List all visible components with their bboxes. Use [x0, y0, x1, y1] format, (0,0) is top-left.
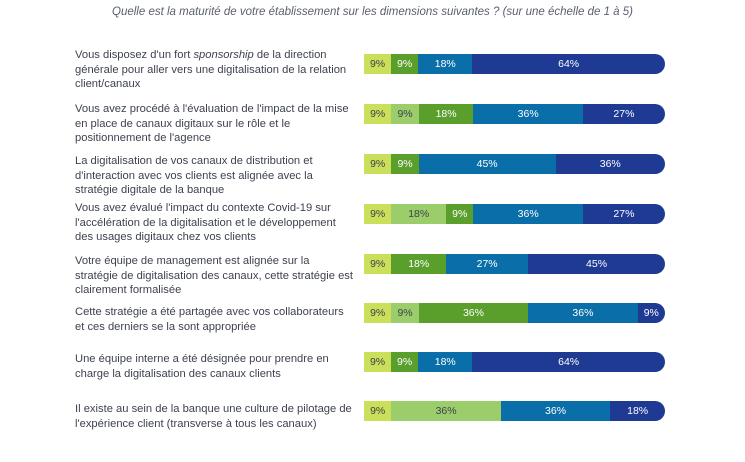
bar-segment: 64%	[472, 54, 665, 74]
bar-segment: 9%	[364, 104, 392, 124]
row-label-part: de la direction générale pour aller vers…	[75, 49, 347, 91]
bar-segment: 9%	[364, 254, 392, 274]
stacked-bar: 9% 9% 45% 36%	[364, 154, 665, 174]
bar-segment: 9%	[364, 204, 392, 224]
row-label-part: Il existe au sein de la banque une cultu…	[75, 403, 352, 430]
bar-segment: 36%	[473, 204, 583, 224]
row-label: Cette stratégie a été partagée avec vos …	[75, 305, 355, 334]
bar-segment: 18%	[610, 401, 665, 421]
bar-segment: 9%	[446, 204, 474, 224]
bar-segment: 45%	[418, 154, 556, 174]
bar-segment: 27%	[582, 104, 665, 124]
stacked-bar: 9% 9% 18% 64%	[364, 54, 665, 74]
row-label-part: Vous avez évalué l'impact du contexte Co…	[75, 202, 336, 244]
row-label-part: Vous disposez d'un fort	[75, 49, 194, 61]
row-label-part: Vous avez procédé à l'évaluation de l'im…	[75, 103, 349, 145]
row-label: Vous disposez d'un fort sponsorship de l…	[75, 48, 355, 92]
bar-segment: 9%	[364, 54, 392, 74]
stacked-bar: 9% 18% 27% 45%	[364, 254, 665, 274]
stacked-bar: 9% 9% 36% 36% 9%	[364, 303, 665, 323]
bar-segment: 9%	[391, 104, 419, 124]
bar-segment: 18%	[391, 204, 447, 224]
row-label: Vous avez évalué l'impact du contexte Co…	[75, 201, 355, 245]
stacked-bar: 9% 9% 18% 64%	[364, 352, 665, 372]
bar-segment: 9%	[391, 154, 419, 174]
bar-segment: 9%	[364, 303, 392, 323]
bar-segment: 9%	[364, 401, 392, 421]
bar-segment: 9%	[391, 54, 419, 74]
bar-segment: 9%	[364, 154, 392, 174]
row-label-part: Une équipe interne a été désignée pour p…	[75, 353, 329, 380]
bar-segment: 9%	[637, 303, 665, 323]
bar-segment: 9%	[391, 352, 419, 372]
bar-segment: 36%	[555, 154, 665, 174]
row-label-part: La digitalisation de vos canaux de distr…	[75, 155, 313, 197]
row-label-part: Cette stratégie a été partagée avec vos …	[75, 306, 344, 333]
bar-segment: 27%	[446, 254, 529, 274]
bar-segment: 36%	[473, 104, 583, 124]
stacked-bar: 9% 9% 18% 36% 27%	[364, 104, 665, 124]
row-label-part: sponsorship	[193, 49, 254, 61]
row-label: Il existe au sein de la banque une cultu…	[75, 402, 355, 431]
row-label: Vous avez procédé à l'évaluation de l'im…	[75, 102, 355, 146]
bar-segment: 45%	[528, 254, 665, 274]
bar-segment: 9%	[364, 352, 392, 372]
bar-segment: 18%	[391, 254, 447, 274]
bar-segment: 18%	[418, 54, 473, 74]
bar-segment: 64%	[472, 352, 665, 372]
row-label: La digitalisation de vos canaux de distr…	[75, 154, 355, 198]
bar-segment: 36%	[391, 401, 501, 421]
bar-segment: 36%	[528, 303, 638, 323]
row-label: Une équipe interne a été désignée pour p…	[75, 352, 355, 381]
stacked-bar: 9% 18% 9% 36% 27%	[364, 204, 665, 224]
bar-segment: 18%	[418, 104, 474, 124]
chart-title: Quelle est la maturité de votre établiss…	[112, 6, 633, 18]
bar-segment: 27%	[582, 204, 665, 224]
bar-segment: 36%	[500, 401, 611, 421]
stacked-bar: 9% 36% 36% 18%	[364, 401, 665, 421]
row-label: Votre équipe de management est alignée s…	[75, 254, 355, 298]
bar-segment: 9%	[391, 303, 419, 323]
bar-segment: 18%	[418, 352, 473, 372]
bar-segment: 36%	[418, 303, 529, 323]
row-label-part: Votre équipe de management est alignée s…	[75, 255, 353, 297]
